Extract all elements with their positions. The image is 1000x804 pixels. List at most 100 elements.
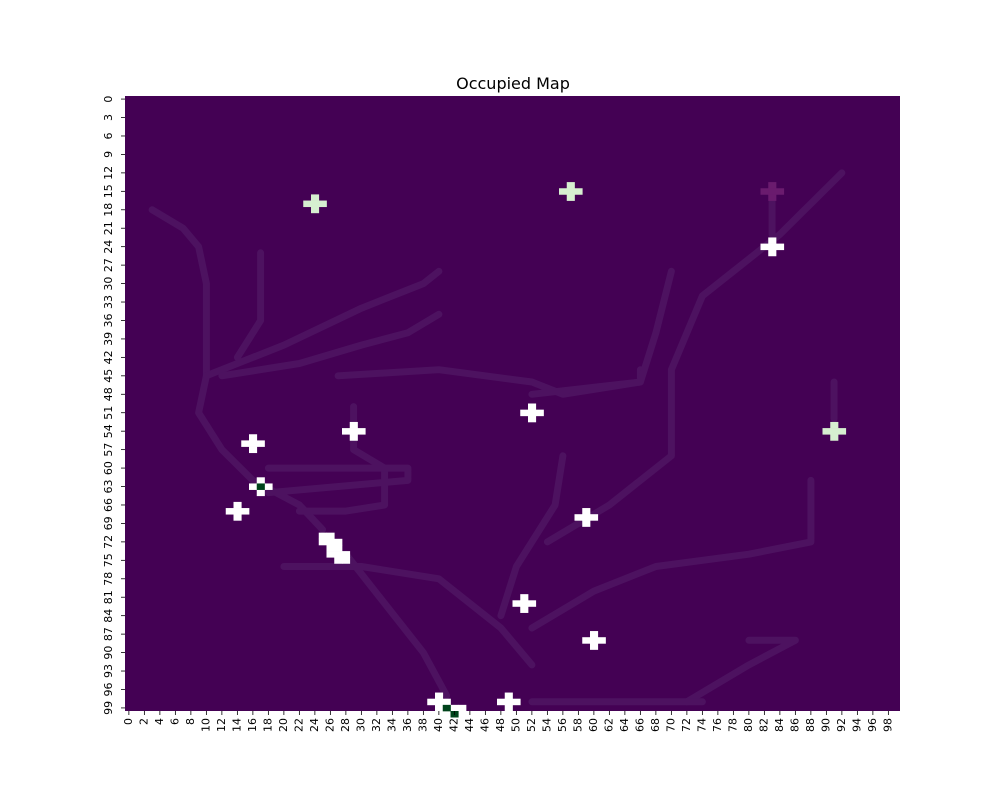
y-tick-label: 3 xyxy=(102,114,115,121)
x-tick-label: 50 xyxy=(509,718,522,732)
occupied-cell-marker-1 xyxy=(574,188,583,195)
y-tick-label: 90 xyxy=(102,646,115,660)
y-tick-label: 84 xyxy=(102,609,115,623)
occupied-cell-marker-4 xyxy=(520,409,529,417)
faint-path-5 xyxy=(295,403,389,515)
occupied-cell-marker-8 xyxy=(256,477,265,484)
occupied-cell-marker-14 xyxy=(512,698,521,706)
occupied-cell-marker-14 xyxy=(504,692,513,700)
y-tick-label: 66 xyxy=(102,498,115,512)
occupied-cell-marker-11 xyxy=(520,606,529,613)
x-axis-ticks: 0 2 4 6 8 10 12 14 16 18 20 22 24 26 28 30 32 34 36 38 40 42 4… xyxy=(122,711,894,732)
occupied-cell-marker-3 xyxy=(776,243,785,251)
x-tick-label: 92 xyxy=(835,718,848,732)
y-tick-label: 42 xyxy=(102,350,115,364)
occupied-cell-marker-12 xyxy=(590,643,599,650)
x-tick-label: 60 xyxy=(587,718,600,732)
occupied-cell-marker-7 xyxy=(249,434,258,441)
x-tick-label: 32 xyxy=(370,718,383,732)
occupied-cell-marker-1 xyxy=(566,188,575,195)
faint-path-11 xyxy=(528,267,675,398)
y-tick-label: 96 xyxy=(102,683,115,697)
x-tick-label: 86 xyxy=(788,718,801,732)
y-tick-label: 69 xyxy=(102,516,115,530)
occupied-cell-marker-6 xyxy=(342,428,351,435)
occupied-cell-blob-4 xyxy=(334,538,343,546)
occupied-cell-blob-2 xyxy=(318,538,327,546)
y-tick-label: 15 xyxy=(102,184,115,198)
occupied-cell-marker-9 xyxy=(233,514,242,521)
y-tick-label: 30 xyxy=(102,277,115,291)
occupied-cell-marker-11 xyxy=(528,600,537,607)
occupied-cell-marker-12 xyxy=(597,637,606,644)
occupied-cell-marker-11 xyxy=(520,594,529,601)
x-tick-label: 30 xyxy=(354,718,367,732)
occupied-cell-marker-4 xyxy=(528,415,537,423)
x-tick-label: 98 xyxy=(881,718,894,732)
occupied-cell-marker-9 xyxy=(225,508,234,515)
y-tick-label: 21 xyxy=(102,221,115,235)
x-tick-label: 72 xyxy=(680,718,693,732)
x-tick-label: 96 xyxy=(866,718,879,732)
faint-path-2 xyxy=(233,249,265,361)
y-tick-label: 72 xyxy=(102,535,115,549)
occupied-cell-marker-11 xyxy=(520,600,529,607)
y-tick-label: 51 xyxy=(102,406,115,420)
x-tick-label: 64 xyxy=(618,718,631,732)
occupied-cell-marker-14 xyxy=(504,704,513,712)
occupied-cell-marker-6 xyxy=(349,428,358,435)
occupied-cell-marker-10 xyxy=(574,514,583,521)
y-tick-label: 33 xyxy=(102,295,115,309)
faint-path-3 xyxy=(218,310,443,380)
occupied-cell-marker-7 xyxy=(241,440,250,447)
occupied-cell-marker-2 xyxy=(760,188,769,195)
occupied-cell-marker-9 xyxy=(233,508,242,515)
y-tick-label: 0 xyxy=(102,96,115,103)
occupied-cell-marker-13 xyxy=(442,698,451,706)
x-tick-label: 52 xyxy=(525,718,538,732)
occupied-cell-marker-5 xyxy=(830,421,839,429)
heatmap-cells xyxy=(125,96,900,718)
y-tick-label: 75 xyxy=(102,553,115,567)
dark-cell-1 xyxy=(442,704,451,712)
y-tick-label: 9 xyxy=(102,151,115,158)
faint-path-1 xyxy=(202,267,443,380)
occupied-cell-marker-12 xyxy=(582,637,591,644)
y-tick-label: 18 xyxy=(102,203,115,217)
occupied-cell-marker-7 xyxy=(256,440,265,447)
x-tick-label: 82 xyxy=(757,718,770,732)
x-tick-label: 56 xyxy=(556,718,569,732)
y-tick-label: 6 xyxy=(102,133,115,140)
occupied-cell-marker-9 xyxy=(233,501,242,509)
occupied-cell-marker-7 xyxy=(249,446,258,454)
faint-path-16 xyxy=(497,452,567,620)
faint-path-10 xyxy=(543,169,846,546)
occupied-cell-blob-8 xyxy=(334,551,343,558)
y-tick-label: 60 xyxy=(102,461,115,475)
x-tick-label: 12 xyxy=(215,718,228,732)
x-tick-label: 74 xyxy=(695,718,708,732)
x-tick-label: 10 xyxy=(199,718,212,732)
x-tick-label: 70 xyxy=(664,718,677,732)
x-tick-label: 84 xyxy=(773,718,786,732)
occupied-cell-blob-7 xyxy=(326,551,335,558)
occupied-cell-blob-13 xyxy=(450,704,459,712)
x-tick-label: 40 xyxy=(432,718,445,732)
occupied-cell-marker-3 xyxy=(768,237,777,244)
x-tick-label: 88 xyxy=(804,718,817,732)
x-tick-label: 68 xyxy=(649,718,662,732)
occupied-cell-marker-0 xyxy=(303,200,312,208)
x-tick-label: 36 xyxy=(401,718,414,732)
occupied-cell-marker-13 xyxy=(435,692,444,700)
x-tick-label: 24 xyxy=(308,718,321,732)
y-tick-label: 99 xyxy=(102,701,115,715)
occupied-cell-marker-5 xyxy=(822,428,831,435)
y-tick-label: 54 xyxy=(102,424,115,438)
occupied-cell-marker-4 xyxy=(528,403,537,410)
occupied-cell-marker-6 xyxy=(349,421,358,429)
occupied-cell-blob-3 xyxy=(326,538,335,546)
faint-path-7 xyxy=(342,550,451,700)
dark-cell-0 xyxy=(256,483,265,490)
x-tick-label: 0 xyxy=(122,718,135,725)
